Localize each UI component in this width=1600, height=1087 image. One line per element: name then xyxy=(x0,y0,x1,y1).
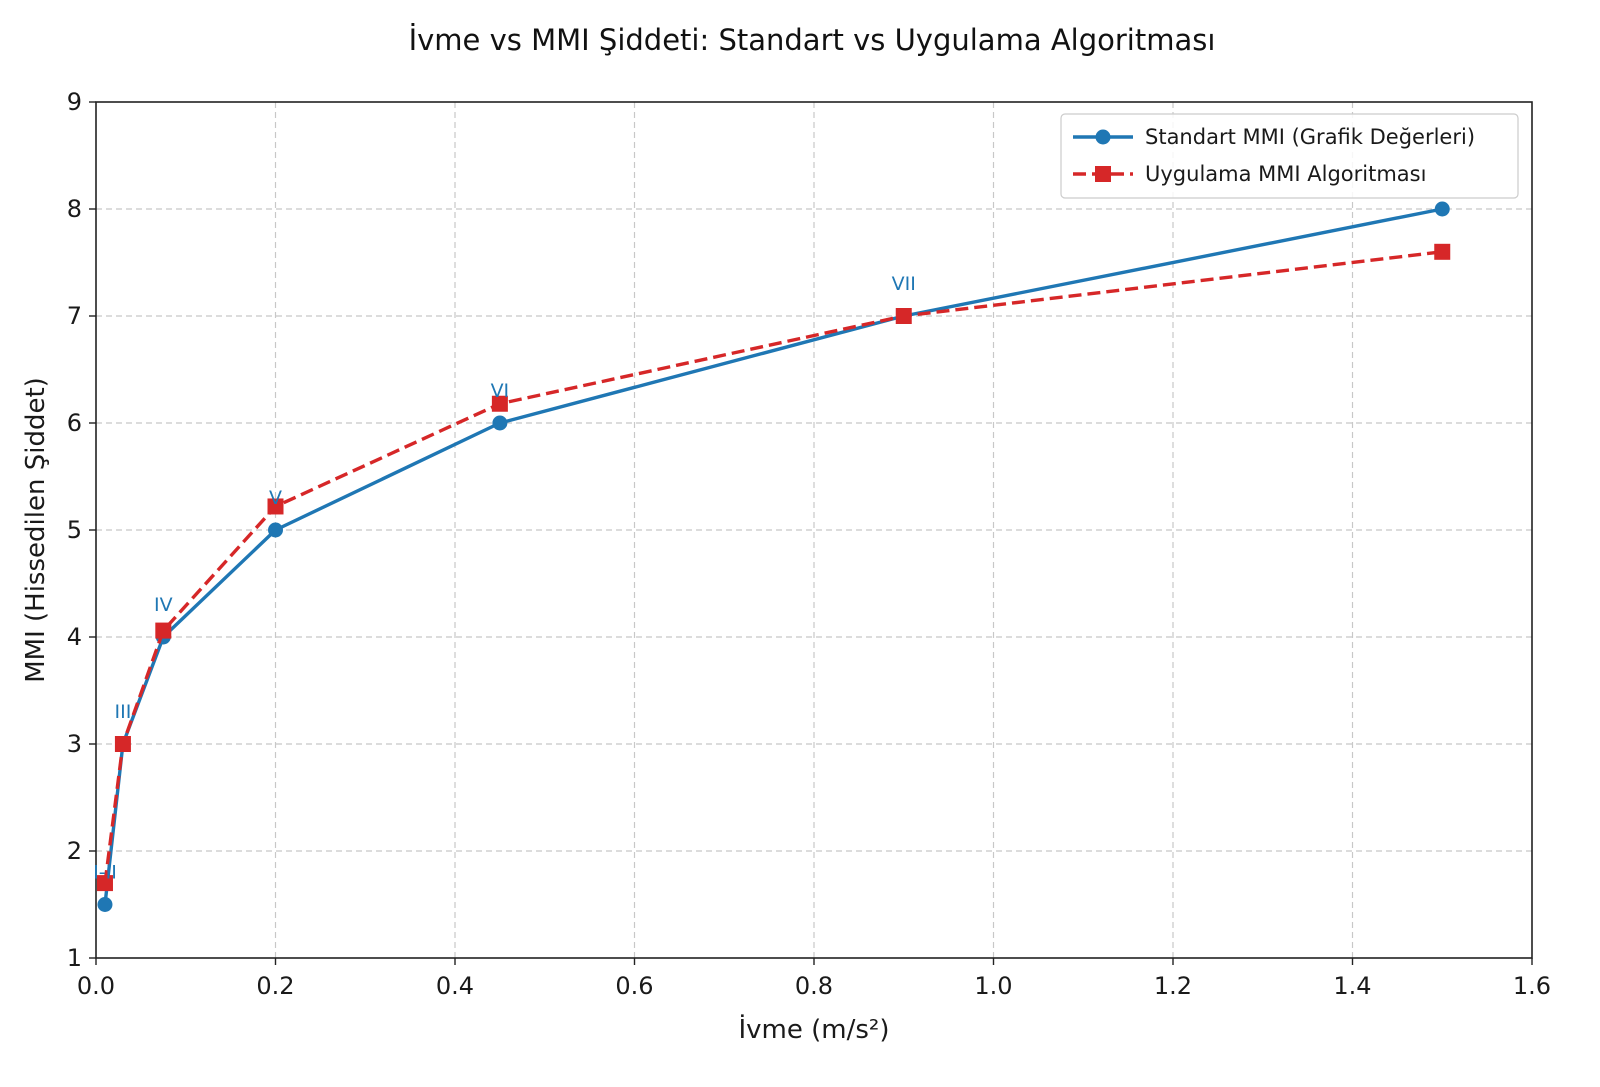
x-axis-title: İvme (m/s²) xyxy=(739,1013,890,1045)
axis-ticks: 0.0 0.2 0.4 0.6 0.8 1.0 1.2 1.4 1.6 1 2 3 4 5 6 7 8 9 xyxy=(67,88,1551,1000)
data-point xyxy=(96,875,113,892)
grid xyxy=(96,102,1532,958)
y-tick-label: 6 xyxy=(67,409,82,437)
series-line xyxy=(103,250,1443,884)
data-point xyxy=(1434,243,1451,260)
x-tick-label: 0.4 xyxy=(436,972,474,1000)
legend-label: Uygulama MMI Algoritması xyxy=(1145,162,1426,186)
legend: Standart MMI (Grafik Değerleri) Uygulama … xyxy=(1060,113,1519,199)
y-tick-label: 3 xyxy=(67,730,82,758)
y-tick-label: 4 xyxy=(67,623,82,651)
chart-title: İvme vs MMI Şiddeti: Standart vs Uygulam… xyxy=(409,23,1216,57)
x-tick-label: 1.0 xyxy=(974,972,1012,1000)
legend-box xyxy=(1060,113,1519,199)
series-2 xyxy=(96,243,1451,892)
y-axis-title: MMI (Hissedilen Şiddet) xyxy=(21,377,51,683)
x-tick-label: 1.4 xyxy=(1333,972,1371,1000)
intensity-label: III xyxy=(115,701,132,723)
annotations: I-II III IV V VI VII xyxy=(93,273,916,884)
data-point xyxy=(895,308,912,324)
series-layer xyxy=(96,201,1451,912)
intensity-label: VII xyxy=(892,273,916,295)
x-tick-label: 0.2 xyxy=(256,972,294,1000)
y-tick-label: 8 xyxy=(67,195,82,223)
intensity-label: IV xyxy=(154,594,173,616)
legend-label: Standart MMI (Grafik Değerleri) xyxy=(1145,125,1475,149)
series-line xyxy=(103,207,1443,905)
data-point xyxy=(492,415,508,431)
y-tick-label: 7 xyxy=(67,302,82,330)
x-tick-label: 0.0 xyxy=(77,972,115,1000)
x-tick-label: 0.6 xyxy=(615,972,653,1000)
intensity-label: VI xyxy=(491,380,510,402)
y-tick-label: 9 xyxy=(67,88,82,116)
data-point xyxy=(155,622,172,639)
x-tick-label: 1.2 xyxy=(1154,972,1192,1000)
y-tick-label: 1 xyxy=(67,944,82,972)
data-point xyxy=(97,897,113,912)
x-tick-label: 0.8 xyxy=(795,972,833,1000)
x-tick-label: 1.6 xyxy=(1513,972,1551,1000)
intensity-label: V xyxy=(269,487,282,509)
series-1 xyxy=(97,201,1450,912)
data-point xyxy=(491,395,508,412)
data-point xyxy=(268,522,283,538)
y-tick-label: 2 xyxy=(67,837,82,865)
y-tick-label: 5 xyxy=(67,516,82,544)
data-point xyxy=(267,498,284,515)
data-point xyxy=(114,736,131,752)
data-point xyxy=(1434,201,1450,217)
legend-marker xyxy=(1095,129,1111,145)
intensity-label: I-II xyxy=(93,862,117,884)
legend-marker xyxy=(1095,166,1111,182)
